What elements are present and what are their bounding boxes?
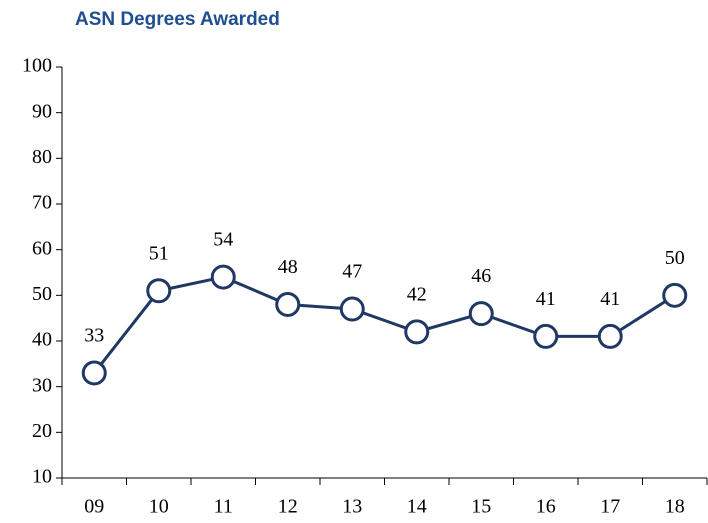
y-tick-label: 20	[32, 420, 52, 442]
y-tick-label: 10	[32, 466, 52, 488]
x-tick-label: 16	[536, 496, 556, 518]
point	[597, 323, 623, 349]
data-label: 42	[407, 283, 427, 305]
x-tick-label: 13	[342, 496, 362, 518]
data-label: 54	[213, 229, 233, 251]
y-tick-label: 60	[32, 237, 52, 259]
data-label: 48	[278, 256, 298, 278]
x-tick-label: 12	[278, 496, 298, 518]
y-tick-label: 50	[32, 283, 52, 305]
data-label: 41	[600, 288, 620, 310]
x-tick-label: 11	[214, 496, 233, 518]
data-label: 50	[665, 247, 685, 269]
data-label: 41	[536, 288, 556, 310]
point	[468, 301, 494, 327]
point	[404, 319, 430, 345]
data-label: 47	[342, 261, 362, 283]
point	[339, 296, 365, 322]
x-tick-label: 18	[665, 496, 685, 518]
line-series	[93, 275, 676, 374]
point	[81, 360, 107, 386]
y-tick-label: 30	[32, 374, 52, 396]
y-tick-label: 100	[22, 55, 52, 77]
data-label: 46	[471, 265, 491, 287]
point	[533, 323, 559, 349]
y-tick-label: 70	[32, 192, 52, 214]
y-tick-label: 80	[32, 146, 52, 168]
point	[275, 291, 301, 317]
data-label: 33	[84, 325, 104, 347]
x-tick-label: 15	[471, 496, 491, 518]
point	[146, 278, 172, 304]
y-tick-label: 90	[32, 100, 52, 122]
x-tick-label: 10	[149, 496, 169, 518]
x-tick-label: 09	[84, 496, 104, 518]
x-tick-label: 17	[600, 496, 620, 518]
point	[210, 264, 236, 290]
data-label: 51	[149, 242, 169, 264]
point	[662, 282, 688, 308]
x-tick-label: 14	[407, 496, 427, 518]
chart-title: ASN Degrees Awarded	[75, 9, 280, 30]
y-tick-label: 40	[32, 329, 52, 351]
